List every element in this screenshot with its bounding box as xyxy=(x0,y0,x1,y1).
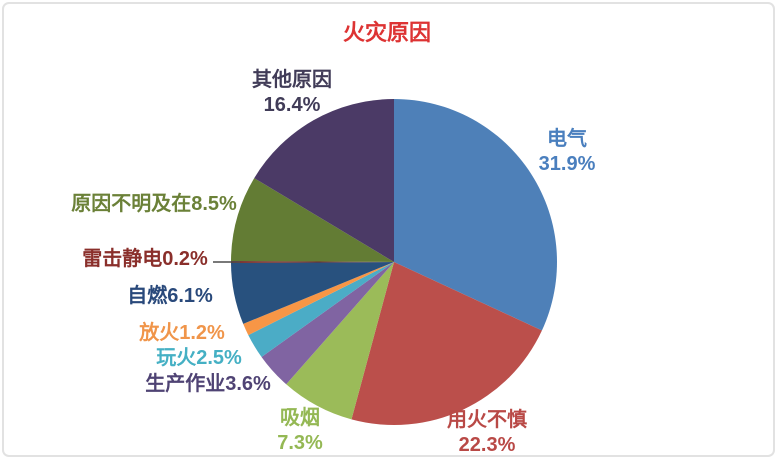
label-electrical-pct: 31.9% xyxy=(538,153,596,175)
label-spontaneous-combustion-pct: 6.1% xyxy=(167,285,213,307)
pie-slice-7 xyxy=(230,260,394,264)
pie-slice-2 xyxy=(286,262,394,420)
pie-slice-1 xyxy=(351,262,542,426)
pie-slice-0 xyxy=(394,99,557,331)
label-smoking-name: 吸烟 xyxy=(280,407,320,429)
label-production-work-pct: 3.6% xyxy=(225,373,271,395)
label-electrical: 电气 31.9% xyxy=(539,127,596,177)
pie-chart xyxy=(213,99,557,426)
pie-slice-5 xyxy=(243,262,394,336)
chart-panel: 火灾原因 电气 31.9% 用火不慎 22.3% 吸烟 7.3% 生产作业3.6… xyxy=(2,2,775,457)
label-unknown-cause: 原因不明及在8.5% xyxy=(71,192,237,217)
pie-slice-3 xyxy=(261,262,394,385)
label-unknown-cause-name: 原因不明及在 xyxy=(71,193,192,215)
label-arson: 放火1.2% xyxy=(139,321,225,346)
chart-title: 火灾原因 xyxy=(342,20,432,45)
pie-slice-4 xyxy=(248,262,394,357)
label-playing-with-fire: 玩火2.5% xyxy=(156,346,242,371)
label-unknown-cause-pct: 8.5% xyxy=(191,193,237,215)
label-arson-pct: 1.2% xyxy=(179,322,225,344)
label-electrical-name: 电气 xyxy=(547,128,587,150)
label-other-causes: 其他原因 16.4% xyxy=(252,68,332,118)
label-careless-fire-use-name: 用火不慎 xyxy=(447,409,527,431)
pie-slice-6 xyxy=(231,262,394,324)
label-careless-fire-use: 用火不慎 22.3% xyxy=(447,408,527,458)
label-lightning-static: 雷击静电0.2% xyxy=(82,247,208,272)
label-production-work: 生产作业3.6% xyxy=(145,372,271,397)
label-lightning-static-pct: 0.2% xyxy=(162,248,208,270)
label-spontaneous-combustion-name: 自燃 xyxy=(127,285,168,307)
label-playing-with-fire-name: 玩火 xyxy=(156,347,197,369)
label-careless-fire-use-pct: 22.3% xyxy=(458,434,516,456)
label-production-work-name: 生产作业 xyxy=(145,373,226,395)
label-arson-name: 放火 xyxy=(139,322,180,344)
pie-slice-8 xyxy=(231,178,394,262)
pie-slices xyxy=(230,99,557,426)
label-smoking: 吸烟 7.3% xyxy=(277,406,323,456)
label-lightning-static-name: 雷击静电 xyxy=(82,248,163,270)
label-other-causes-pct: 16.4% xyxy=(263,94,321,116)
label-spontaneous-combustion: 自燃6.1% xyxy=(127,284,213,309)
label-smoking-pct: 7.3% xyxy=(277,432,323,454)
label-other-causes-name: 其他原因 xyxy=(252,69,332,91)
label-playing-with-fire-pct: 2.5% xyxy=(196,347,242,369)
pie-slice-9 xyxy=(254,99,394,262)
